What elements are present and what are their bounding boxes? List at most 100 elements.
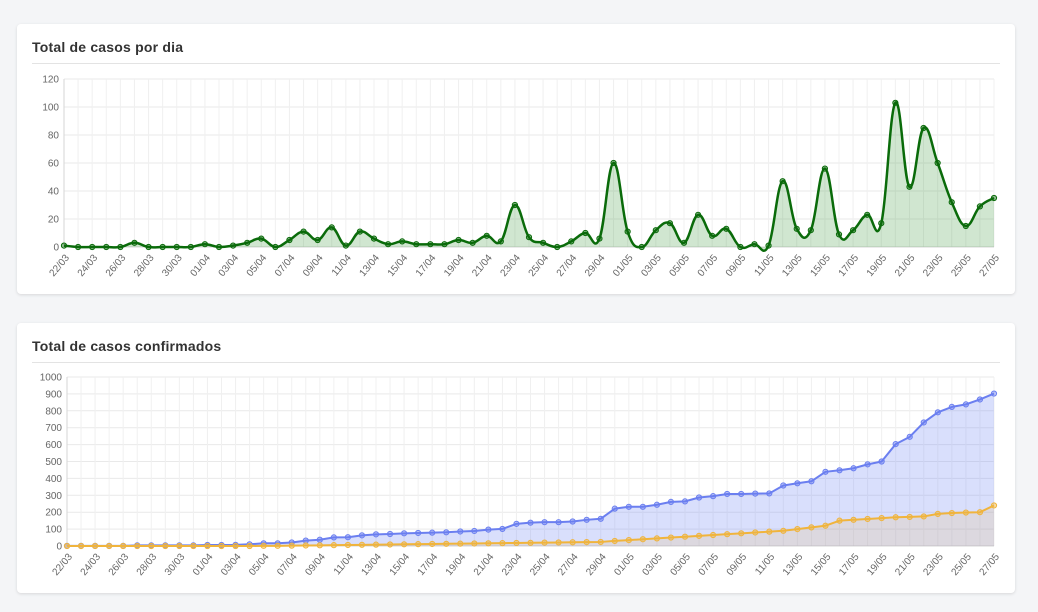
data-point <box>103 243 110 251</box>
y-tick-label: 800 <box>45 406 62 417</box>
data-point <box>173 243 180 251</box>
data-point <box>372 531 380 538</box>
data-point <box>400 541 408 548</box>
x-tick-label: 11/04 <box>330 252 354 278</box>
x-tick-label: 21/04 <box>470 252 495 279</box>
daily-cases-chart: 0 20 40 60 80 100 120 22/03 24/03 26/03 28/03 30/03… <box>42 75 1002 279</box>
data-point <box>471 527 478 535</box>
x-tick-label: 07/04 <box>273 252 298 279</box>
x-tick-label: 11/05 <box>753 252 777 278</box>
data-point <box>483 232 490 239</box>
x-tick-label: 03/05 <box>639 252 664 279</box>
y-tick-label: 1000 <box>40 373 63 384</box>
data-point <box>766 528 773 535</box>
data-point <box>316 536 323 543</box>
series-line-1 <box>67 504 995 547</box>
data-point <box>864 211 871 218</box>
data-point <box>229 242 237 249</box>
data-point <box>441 241 448 248</box>
data-point <box>653 501 661 508</box>
data-point <box>485 540 492 547</box>
x-tick-label: 11/05 <box>753 551 777 577</box>
data-point <box>864 515 871 523</box>
y-tick-label: 900 <box>45 389 62 400</box>
data-point <box>246 542 253 550</box>
data-point <box>583 539 590 546</box>
x-tick-label: 09/04 <box>303 551 328 578</box>
data-point <box>541 519 548 526</box>
data-point <box>358 541 366 548</box>
x-tick-label: 09/05 <box>724 252 749 279</box>
data-point <box>513 539 520 547</box>
data-point <box>232 542 239 550</box>
data-point <box>583 516 590 523</box>
data-point <box>906 433 913 440</box>
data-point <box>695 532 703 539</box>
y-tick-label: 0 <box>53 243 59 254</box>
data-point <box>554 243 561 251</box>
y-tick-label: 100 <box>42 103 59 114</box>
data-point <box>499 540 506 547</box>
data-point <box>443 540 450 547</box>
data-point <box>525 234 533 241</box>
x-tick-label: 03/05 <box>640 551 665 578</box>
data-point <box>667 534 675 541</box>
data-point <box>415 541 422 548</box>
x-tick-label: 07/05 <box>696 252 721 279</box>
data-point <box>821 165 829 172</box>
data-point <box>399 238 406 245</box>
data-point <box>386 541 394 548</box>
x-tick-label: 11/04 <box>332 551 356 577</box>
x-tick-label: 07/04 <box>275 551 300 578</box>
x-tick-label: 23/04 <box>500 551 525 578</box>
data-point <box>695 494 703 501</box>
y-tick-label: 200 <box>45 508 62 519</box>
cumulative-cases-chart: 0 100 200 300 400 500 600 700 800 900 1000 22/03 24/… <box>40 373 1003 578</box>
data-point <box>485 526 492 533</box>
data-point <box>681 498 689 505</box>
data-point <box>724 490 731 498</box>
data-point <box>680 239 688 246</box>
data-point <box>204 542 211 550</box>
data-point <box>948 403 955 411</box>
data-point <box>920 124 927 132</box>
x-tick-label: 30/03 <box>163 551 188 578</box>
x-tick-label: 19/04 <box>442 252 467 279</box>
y-tick-label: 0 <box>56 542 62 553</box>
data-point <box>878 458 885 465</box>
data-point <box>286 236 293 244</box>
data-point <box>624 228 631 235</box>
data-point <box>541 539 548 546</box>
data-point <box>400 530 408 537</box>
data-point <box>878 515 885 522</box>
x-tick-label: 01/04 <box>191 551 216 578</box>
data-point <box>427 241 434 248</box>
chart-card-cumulative: Total de casos confirmados 0 100 200 300 400… <box>17 323 1015 593</box>
data-point <box>850 465 857 472</box>
data-point <box>568 238 575 245</box>
data-point <box>63 542 71 550</box>
y-tick-label: 400 <box>45 474 62 485</box>
data-point <box>344 541 352 549</box>
x-tick-label: 25/05 <box>949 551 974 578</box>
data-point <box>976 509 984 516</box>
x-tick-label: 21/04 <box>472 551 497 578</box>
data-point <box>694 211 702 218</box>
series-area-1 <box>67 505 994 546</box>
data-point <box>667 498 675 505</box>
data-point <box>429 529 436 536</box>
x-tick-label: 28/03 <box>132 252 157 279</box>
series-line-0 <box>67 392 995 547</box>
series-area-0 <box>64 102 994 251</box>
data-point <box>372 541 380 548</box>
x-tick-label: 19/05 <box>865 252 890 279</box>
data-point <box>596 235 603 242</box>
data-point <box>990 502 998 509</box>
data-point <box>793 225 800 232</box>
data-point <box>258 235 265 242</box>
x-tick-label: 13/04 <box>358 252 383 279</box>
data-point <box>709 531 717 539</box>
data-point <box>765 242 772 249</box>
chart-title-cumulative: Total de casos confirmados <box>32 338 222 354</box>
data-point <box>469 239 476 246</box>
